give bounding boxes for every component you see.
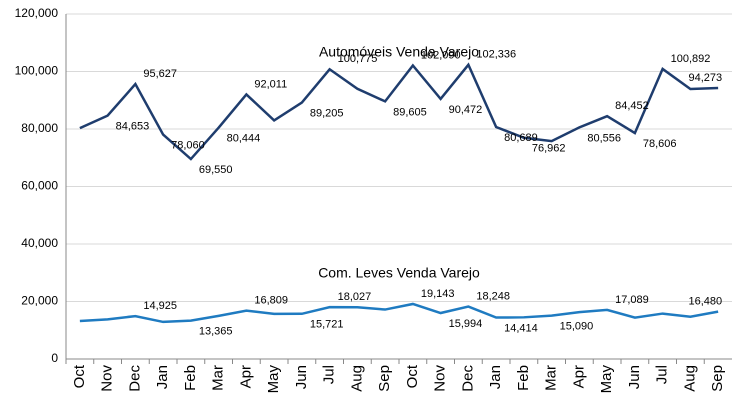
data-label: 102,090 [421,49,461,61]
data-label: 89,205 [310,107,344,119]
data-label: 76,962 [532,143,566,155]
data-label: 92,011 [254,78,287,90]
data-label: 14,925 [143,300,177,312]
data-label: 14,414 [504,322,538,334]
data-label: 16,480 [688,296,722,308]
x-tick-label: Jan [154,365,171,389]
data-label: 80,444 [227,133,261,145]
data-label: 15,090 [560,321,594,333]
data-label: 78,060 [171,139,205,151]
x-tick-label: Aug [348,365,365,392]
x-tick-label: Dec [126,365,143,392]
x-tick-label: Apr [237,365,254,388]
x-tick-label: Jun [626,365,643,389]
x-tick-label: Oct [404,364,421,388]
y-tick-label: 40,000 [21,236,58,250]
data-label: 78,606 [643,138,677,150]
data-label: 102,336 [476,49,516,61]
x-tick-label: Jan [487,365,504,389]
data-label: 18,248 [476,290,510,302]
data-label: 84,653 [116,121,150,133]
data-label: 19,143 [421,288,455,300]
x-tick-label: Nov [99,365,116,392]
y-tick-label: 0 [51,351,58,365]
y-tick-label: 120,000 [15,6,59,20]
x-tick-label: May [598,365,615,394]
data-label: 15,994 [449,318,483,330]
data-label: 94,273 [688,72,722,84]
x-tick-label: Sep [709,365,726,392]
y-tick-label: 100,000 [15,64,59,78]
x-tick-label: Jul [321,365,338,384]
series-line [79,62,719,161]
x-tick-label: Oct [71,364,88,388]
series-title: Com. Leves Venda Varejo [318,265,480,281]
data-label: 95,627 [143,68,177,80]
data-label: 89,605 [393,106,427,118]
x-tick-label: Sep [376,365,393,392]
y-tick-label: 20,000 [21,294,58,308]
x-tick-label: Dec [459,365,476,392]
data-label: 80,556 [587,132,621,144]
x-tick-label: Jun [293,365,310,389]
data-label: 18,027 [338,291,372,303]
y-tick-label: 60,000 [21,179,58,193]
x-tick-label: May [265,365,282,394]
data-label: 16,809 [254,295,288,307]
data-label: 17,089 [615,294,649,306]
data-label: 13,365 [199,325,233,337]
data-label: 100,892 [671,53,711,65]
x-tick-label: Mar [543,365,560,391]
data-label: 80,689 [504,132,538,144]
data-label: 84,452 [615,100,649,112]
data-label: 15,721 [310,319,344,331]
x-tick-label: Apr [570,365,587,388]
data-label: 100,775 [338,53,378,65]
x-tick-label: Feb [515,365,532,391]
x-tick-label: Nov [432,365,449,392]
x-tick-label: Mar [210,365,227,391]
x-tick-label: Aug [681,365,698,392]
data-label: 90,472 [449,104,483,116]
series-title: Automóveis Venda Varejo [319,43,479,59]
x-tick-label: Feb [182,365,199,391]
data-label: 69,550 [199,164,233,176]
series-line [79,302,719,324]
y-tick-label: 80,000 [21,121,58,135]
x-tick-label: Jul [654,365,671,384]
